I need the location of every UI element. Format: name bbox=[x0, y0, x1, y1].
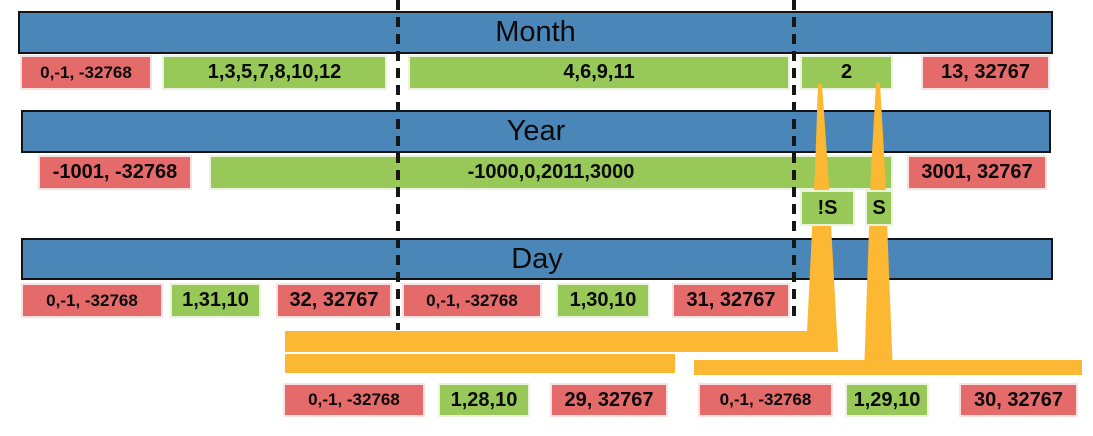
day-box-valid-30: 1,30,10 bbox=[556, 283, 650, 318]
feb-box-valid-leap: 1,29,10 bbox=[845, 383, 929, 417]
day-box-invalid-low-30: 0,-1, -32768 bbox=[402, 283, 542, 318]
year-box-invalid-high: 3001, 32767 bbox=[907, 155, 1047, 190]
month-box-invalid-low: 0,-1, -32768 bbox=[20, 55, 152, 90]
boundary-dashed-line-right bbox=[792, 0, 796, 318]
leap-flag-special: S bbox=[865, 190, 893, 226]
day-box-invalid-high-30: 31, 32767 bbox=[672, 283, 790, 318]
feb-box-invalid-high-nonleap: 29, 32767 bbox=[550, 383, 668, 417]
flow-band-leap bbox=[694, 360, 1082, 375]
year-box-valid-range: -1000,0,2011,3000 bbox=[209, 155, 893, 190]
leap-flag-not-special: !S bbox=[800, 190, 855, 226]
day-box-invalid-low-31: 0,-1, -32768 bbox=[21, 283, 163, 318]
year-bar-title: Year bbox=[506, 115, 566, 147]
feb-box-invalid-high-leap: 30, 32767 bbox=[959, 383, 1078, 417]
year-bar: Year bbox=[21, 110, 1051, 153]
boundary-dashed-line-left bbox=[396, 0, 400, 330]
month-bar-title: Month bbox=[495, 16, 576, 48]
day-bar-title: Day bbox=[511, 242, 563, 275]
day-box-valid-31: 1,31,10 bbox=[170, 283, 261, 318]
month-box-30day-months: 4,6,9,11 bbox=[408, 55, 790, 90]
feb-box-valid-nonleap: 1,28,10 bbox=[438, 383, 530, 417]
month-box-31day-months: 1,3,5,7,8,10,12 bbox=[162, 55, 387, 90]
day-box-invalid-high-31: 32, 32767 bbox=[276, 283, 392, 318]
month-box-february: 2 bbox=[800, 55, 893, 90]
year-box-invalid-low: -1001, -32768 bbox=[38, 155, 192, 190]
month-box-invalid-high: 13, 32767 bbox=[921, 55, 1050, 90]
flow-band-nonleap-lower bbox=[285, 354, 675, 373]
feb-box-invalid-low-leap: 0,-1, -32768 bbox=[698, 383, 833, 417]
day-bar: Day bbox=[21, 238, 1053, 280]
feb-box-invalid-low-nonleap: 0,-1, -32768 bbox=[283, 383, 425, 417]
month-bar: Month bbox=[18, 11, 1053, 54]
flow-band-nonleap bbox=[285, 331, 837, 352]
